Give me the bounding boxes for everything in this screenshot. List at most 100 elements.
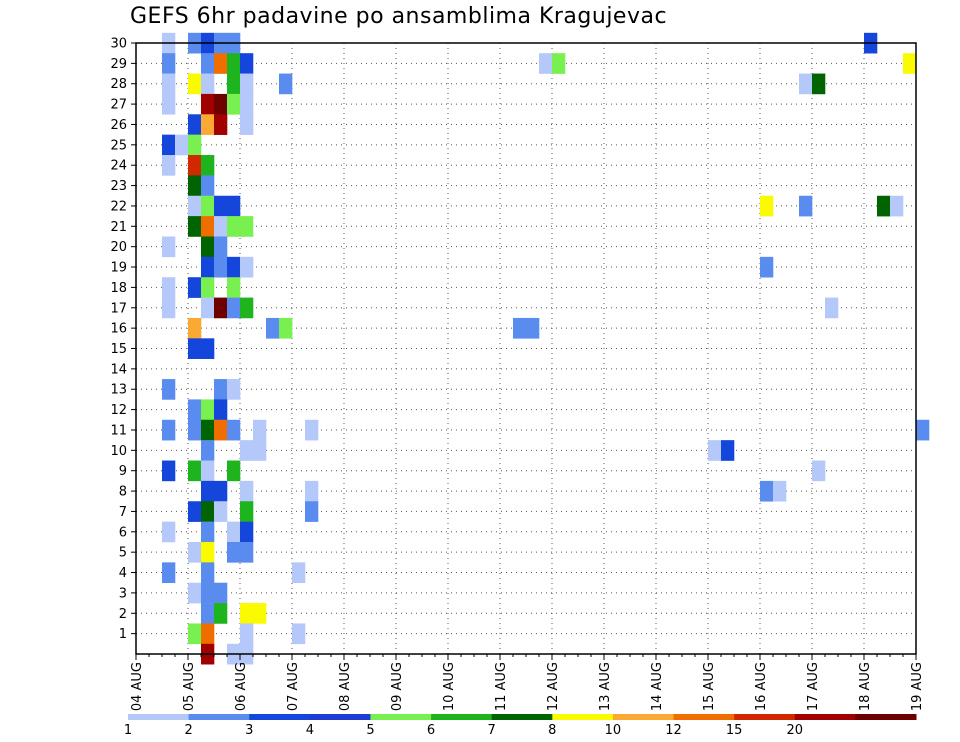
heatmap-cell: [188, 175, 202, 197]
heatmap-cell: [188, 623, 202, 645]
x-tick-label: 19 AUG: [910, 662, 925, 711]
heatmap-cell: [214, 297, 228, 319]
heatmap-cell: [201, 582, 215, 604]
x-tick-label: 08 AUG: [338, 662, 353, 711]
heatmap-cell: [825, 297, 839, 319]
heatmap-cell: [201, 175, 215, 197]
x-tick-label: 09 AUG: [390, 662, 405, 711]
x-tick-label: 17 AUG: [806, 662, 821, 711]
heatmap-cell: [201, 155, 215, 176]
heatmap-cell: [240, 73, 254, 95]
x-tick-label: 16 AUG: [754, 662, 769, 711]
x-tick-label: 04 AUG: [130, 662, 145, 711]
heatmap-cell: [240, 623, 254, 645]
heatmap-cell: [188, 501, 202, 522]
heatmap-cell: [201, 562, 215, 584]
y-tick-label: 29: [110, 57, 127, 72]
heatmap-cell: [188, 460, 202, 482]
x-tick-label: 06 AUG: [234, 662, 249, 711]
y-tick-label: 23: [110, 179, 127, 194]
colorbar-label: 1: [124, 723, 132, 738]
y-tick-label: 20: [110, 240, 127, 255]
heatmap-cell: [201, 277, 215, 298]
heatmap-cell: [188, 277, 202, 298]
heatmap-cell: [214, 582, 228, 604]
colorbar-segment: [309, 714, 371, 720]
y-tick-label: 25: [110, 138, 127, 153]
heatmap-cell: [214, 501, 228, 522]
heatmap-cell: [240, 480, 254, 502]
colorbar-segment: [734, 714, 796, 720]
colorbar-label: 5: [366, 723, 374, 738]
heatmap-cell: [188, 419, 202, 441]
y-tick-label: 16: [110, 322, 127, 337]
heatmap-cell: [188, 114, 202, 135]
colorbar-segment: [188, 714, 250, 720]
heatmap-cell: [188, 541, 202, 563]
heatmap-cell: [227, 419, 241, 441]
heatmap-cell: [214, 216, 228, 237]
y-tick-label: 9: [119, 464, 127, 479]
heatmap-cell: [201, 114, 215, 135]
x-tick-label: 10 AUG: [442, 662, 457, 711]
heatmap-cell: [227, 93, 241, 115]
y-tick-label: 24: [110, 159, 127, 174]
heatmap-cell: [214, 256, 228, 278]
chart-title: GEFS 6hr padavine po ansamblima Kragujev…: [130, 4, 668, 29]
x-tick-label: 11 AUG: [494, 662, 509, 711]
heatmap-cell: [890, 195, 904, 217]
heatmap-cell: [240, 501, 254, 522]
heatmap-cell: [513, 317, 527, 339]
heatmap-cell: [773, 480, 787, 502]
heatmap-cell: [201, 541, 215, 563]
y-tick-label: 2: [119, 607, 127, 622]
heatmap-cell: [214, 419, 228, 441]
heatmap-cell: [227, 541, 241, 563]
heatmap-cell: [162, 236, 176, 258]
heatmap-cell: [201, 419, 215, 441]
heatmap-cell: [227, 256, 241, 278]
y-tick-label: 18: [110, 281, 127, 296]
heatmap-cell: [227, 53, 241, 74]
heatmap-cell: [188, 195, 202, 217]
heatmap-cell: [721, 440, 735, 461]
heatmap-cell: [279, 73, 293, 95]
heatmap-cell: [799, 195, 813, 217]
heatmap-cell: [903, 53, 917, 74]
colorbar-segment: [855, 714, 917, 720]
y-tick-label: 30: [110, 37, 127, 52]
heatmap-cell: [162, 460, 176, 482]
colorbar-segment: [370, 714, 432, 720]
y-tick-label: 7: [119, 505, 127, 520]
y-tick-label: 22: [110, 199, 127, 214]
heatmap-cell: [526, 317, 540, 339]
colorbar-label: 8: [548, 723, 556, 738]
heatmap-cell: [188, 338, 202, 359]
colorbar-label: 6: [427, 723, 435, 738]
heatmap-cell: [760, 480, 774, 502]
colorbar-label: 2: [184, 723, 192, 738]
heatmap-cell: [201, 338, 215, 359]
heatmap-cell: [253, 603, 267, 624]
x-tick-label: 18 AUG: [858, 662, 873, 711]
heatmap-cell: [240, 256, 254, 278]
y-tick-label: 14: [110, 362, 127, 377]
heatmap-cell: [240, 297, 254, 319]
heatmap-cell: [201, 399, 215, 421]
heatmap-cell: [162, 155, 176, 176]
y-tick-label: 21: [110, 220, 127, 235]
y-tick-label: 1: [119, 627, 127, 642]
heatmap-cell: [162, 134, 176, 156]
heatmap-cell: [214, 399, 228, 421]
heatmap-cell: [916, 419, 930, 441]
colorbar-segment: [673, 714, 735, 720]
heatmap-cell: [188, 155, 202, 176]
colorbar-segment: [128, 714, 190, 720]
heatmap-cell: [279, 317, 293, 339]
heatmap-cell: [877, 195, 891, 217]
heatmap-cell: [162, 93, 176, 115]
heatmap-cell: [227, 521, 241, 543]
x-tick-label: 13 AUG: [598, 662, 613, 711]
colorbar-label: 20: [786, 723, 803, 738]
heatmap-cell: [162, 53, 176, 74]
